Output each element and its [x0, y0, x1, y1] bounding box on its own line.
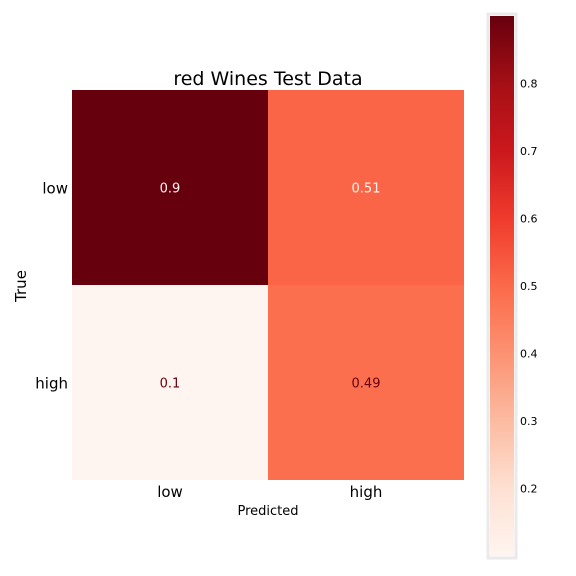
colorbar-tick-label: 0.2 — [520, 483, 538, 496]
cell-value-label: 0.51 — [352, 182, 381, 197]
y-tick-labels: low high — [35, 180, 68, 393]
x-tick-label: high — [350, 483, 383, 501]
heatmap-value-labels: 0.9 0.51 0.1 0.49 — [160, 182, 381, 392]
colorbar-tick-label: 0.6 — [520, 213, 538, 226]
cell-value-label: 0.49 — [352, 377, 381, 392]
heatmap-cells — [72, 90, 464, 480]
colorbar-tick-label: 0.7 — [520, 145, 538, 158]
chart-title: red Wines Test Data — [173, 68, 362, 90]
cell-value-label: 0.9 — [160, 182, 181, 197]
colorbar-tick-label: 0.8 — [520, 78, 538, 91]
colorbar-tick-label: 0.3 — [520, 415, 538, 428]
heatmap-cell — [268, 285, 464, 480]
y-tick-label: high — [35, 375, 68, 393]
x-tick-labels: low high — [157, 483, 382, 501]
colorbar: 0.2 0.3 0.4 0.5 0.6 0.7 0.8 — [486, 12, 538, 560]
x-tick-label: low — [157, 483, 183, 501]
colorbar-ticks: 0.2 0.3 0.4 0.5 0.6 0.7 0.8 — [520, 78, 538, 496]
x-axis-label: Predicted — [237, 504, 298, 519]
colorbar-tick-label: 0.5 — [520, 280, 538, 293]
colorbar-tick-label: 0.4 — [520, 348, 538, 361]
cell-value-label: 0.1 — [160, 377, 181, 392]
colorbar-frame — [486, 12, 518, 560]
heatmap-cell — [268, 90, 464, 285]
y-tick-label: low — [42, 180, 68, 198]
colorbar-gradient — [490, 16, 514, 556]
heatmap-cell — [72, 90, 268, 285]
y-axis-label: True — [12, 270, 30, 303]
heatmap-cell — [72, 285, 268, 480]
